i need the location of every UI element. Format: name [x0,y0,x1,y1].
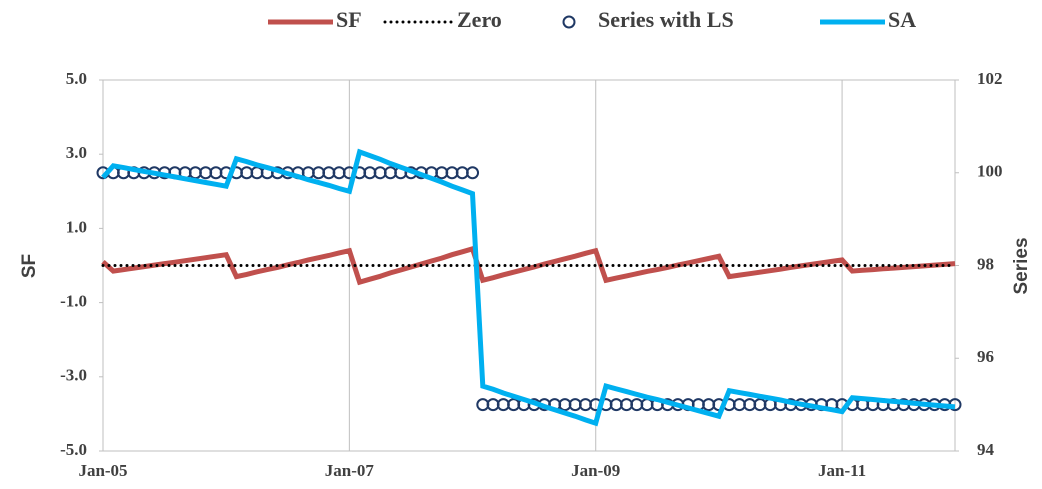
marker [466,166,480,180]
y2-tick-label: 96 [977,347,994,366]
legend-label: SA [888,7,916,32]
series-line [101,148,956,427]
series-line [101,245,956,286]
legend-label: SF [336,7,362,32]
y2-tick-label: 98 [977,254,994,273]
x-tick-label: Jan-09 [571,461,620,480]
y-tick-label: -5.0 [60,440,87,459]
x-tick-label: Jan-11 [818,461,866,480]
y-tick-label: 3.0 [66,143,87,162]
x-tick-label: Jan-07 [325,461,375,480]
y2-axis-title: Series [1011,237,1032,294]
x-tick-label: Jan-05 [78,461,127,480]
y-tick-label: -3.0 [60,366,87,385]
legend-label: Zero [457,7,502,32]
y2-tick-label: 94 [977,440,995,459]
y-axis-title: SF [19,254,40,278]
legend-label: Series with LS [598,7,734,32]
y2-tick-label: 100 [977,162,1003,181]
y2-tick-label: 102 [977,69,1003,88]
y-tick-label: -1.0 [60,292,87,311]
legend-marker [562,15,576,29]
y-tick-label: 5.0 [66,69,87,88]
y-tick-label: 1.0 [66,217,87,236]
